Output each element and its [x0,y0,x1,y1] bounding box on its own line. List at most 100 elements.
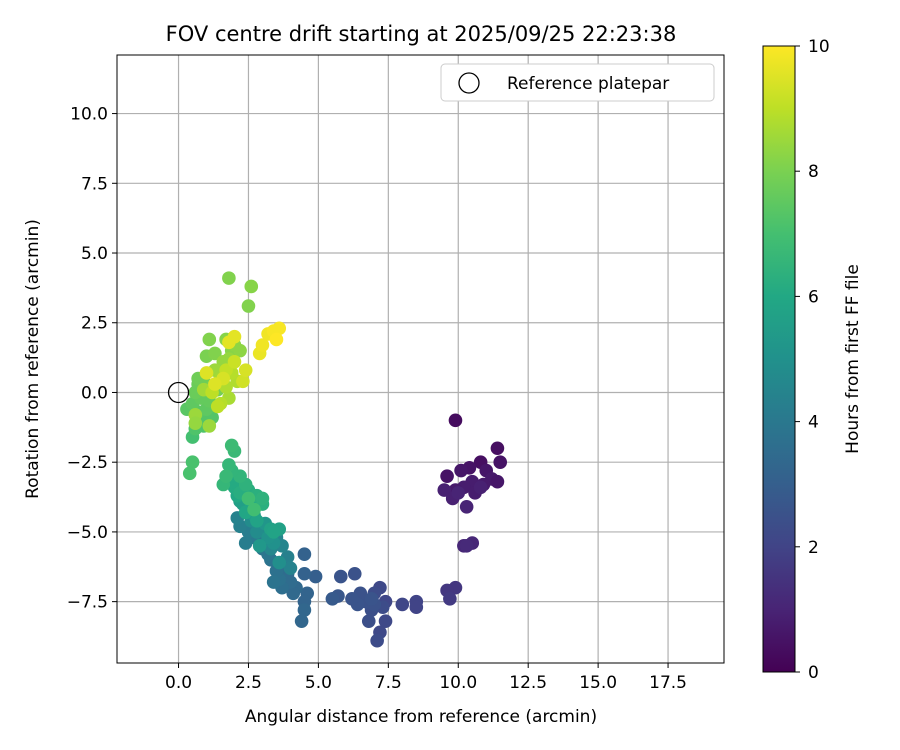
data-point [378,614,393,628]
y-tick-label: 5.0 [81,244,108,264]
data-point [272,555,287,570]
data-point [266,525,281,539]
data-point [437,483,452,497]
data-point [286,586,301,601]
data-point [250,525,264,539]
data-point [224,438,239,453]
legend: Reference platepar [440,63,715,102]
x-axis-label: Angular distance from reference (arcmin) [245,707,597,727]
data-point [395,597,410,612]
colorbar-ticks: 0 2 4 6 8 10 [795,37,830,683]
data-point [182,466,197,481]
data-point [459,500,474,514]
data-point [227,354,242,369]
data-point [238,363,253,377]
data-point [222,335,236,350]
colorbar-gradient [762,45,796,673]
data-point [297,603,312,617]
data-point [347,566,362,581]
data-point [294,614,309,628]
data-point [255,491,270,506]
data-point [247,502,261,517]
data-point [208,346,222,361]
data-point [252,539,267,553]
data-point [283,561,298,575]
data-point [233,343,247,358]
chart-title: FOV centre drift starting at 2025/09/25 … [166,22,677,46]
colorbar-tick-label: 8 [808,162,819,182]
x-tick-label: 5.0 [305,673,332,693]
x-tick-label: 15.0 [579,673,617,693]
data-point [238,536,253,550]
colorbar-tick-label: 6 [808,287,819,307]
data-point [448,413,463,428]
data-point [459,539,474,553]
data-point [370,633,384,648]
reference-platepar-marker [167,381,190,404]
data-point [443,592,457,606]
data-point [490,441,505,456]
data-point [208,377,222,391]
data-point [325,592,340,606]
data-point [236,374,250,389]
colorbar-tick-label: 2 [808,538,819,558]
data-point [185,455,200,469]
data-point [409,600,424,615]
data-point [266,575,281,589]
data-point [345,592,359,606]
y-tick-label: −7.5 [67,593,108,613]
colorbar-tick-label: 10 [808,37,830,57]
data-point [219,469,233,483]
data-point [272,321,287,336]
colorbar: 0 2 4 6 8 10 Hours from first FF file [762,37,863,683]
x-tick-label: 2.5 [235,673,262,693]
data-point [188,416,203,430]
data-point [244,279,259,294]
data-point [222,271,236,285]
x-tick-label: 17.5 [649,673,687,693]
data-point [241,491,256,506]
y-tick-label: 7.5 [81,174,108,194]
data-point [473,480,488,495]
data-points [167,271,508,648]
x-tick-label: 7.5 [375,673,402,693]
data-point [202,332,217,347]
data-point [364,592,379,606]
data-point [333,569,348,584]
colorbar-tick-label: 4 [808,413,819,433]
legend-reference-marker [458,72,480,94]
data-point [202,419,217,433]
data-point [222,458,236,472]
data-point [210,399,225,414]
data-point [269,332,284,347]
data-point [440,469,454,483]
colorbar-label: Hours from first FF file [843,264,863,454]
legend-box [440,63,715,102]
data-point [490,474,505,489]
data-point [297,547,312,562]
data-point [493,455,508,469]
data-point [255,338,270,352]
data-point [199,366,214,380]
data-point [454,463,468,478]
x-axis-ticks: 0.0 2.5 5.0 7.5 10.0 12.5 15.0 17.5 [165,663,687,693]
data-point [250,513,264,528]
data-point [308,569,323,584]
y-axis-ticks: −7.5 −5.0 −2.5 0.0 2.5 5.0 7.5 10.0 [67,105,117,613]
x-tick-label: 0.0 [165,673,192,693]
data-point [361,614,376,628]
x-tick-label: 12.5 [509,673,547,693]
y-tick-label: 10.0 [70,105,108,125]
colorbar-tick-label: 0 [808,663,819,683]
y-tick-label: 2.5 [81,314,108,334]
x-tick-label: 10.0 [439,673,477,693]
y-axis-label: Rotation from reference (arcmin) [23,219,43,499]
data-point [451,486,466,500]
y-tick-label: 0.0 [81,383,108,403]
y-tick-label: −5.0 [67,523,108,543]
data-point [297,566,312,581]
y-tick-label: −2.5 [67,453,108,473]
data-point [241,299,256,313]
plot-frame [116,54,725,664]
